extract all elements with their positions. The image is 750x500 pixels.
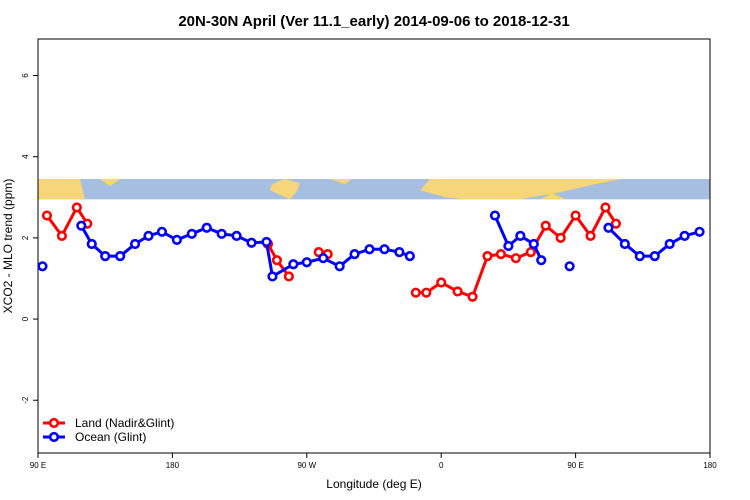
data-point — [288, 259, 299, 270]
data-point — [649, 251, 660, 262]
map-land-4 — [330, 179, 352, 185]
x-tick-label: 90 W — [297, 461, 316, 470]
map-ocean — [38, 179, 710, 200]
x-axis: 90 E 180 90 W 0 90 E 180 — [30, 453, 717, 470]
data-point — [600, 202, 611, 213]
map-land-2 — [420, 179, 622, 200]
series-1 — [37, 210, 705, 282]
x-tick-label: 180 — [703, 461, 717, 470]
y-tick-label: 6 — [21, 73, 30, 78]
legend-label: Land (Nadir&Glint) — [75, 416, 174, 430]
map-strip — [38, 179, 710, 200]
data-point — [129, 238, 141, 250]
data-point — [216, 228, 227, 239]
data-point — [528, 238, 539, 250]
data-point — [452, 286, 463, 297]
data-point — [76, 220, 87, 231]
data-point — [610, 218, 622, 229]
legend: Land (Nadir&Glint)Ocean (Glint) — [43, 416, 174, 444]
plot-frame — [37, 38, 711, 454]
data-point — [436, 277, 447, 288]
data-point — [86, 238, 97, 250]
data-point — [334, 261, 345, 272]
y-tick-label: -2 — [21, 396, 30, 404]
data-point — [37, 261, 48, 272]
series-layer — [37, 202, 705, 302]
series-line — [80, 224, 411, 278]
data-point — [467, 291, 478, 302]
map-land-0 — [38, 179, 85, 200]
y-tick-label: 0 — [21, 316, 30, 321]
data-point — [41, 210, 53, 221]
data-point — [503, 240, 514, 252]
data-point — [489, 210, 501, 221]
data-point — [515, 230, 526, 241]
data-point — [540, 220, 551, 231]
x-tick-label: 90 E — [30, 461, 46, 470]
data-point — [679, 230, 690, 241]
data-point — [536, 255, 547, 266]
x-axis-label: Longitude (deg E) — [326, 477, 421, 491]
data-point — [364, 244, 375, 255]
x-tick-label: 180 — [166, 461, 180, 470]
series-line — [45, 205, 89, 238]
data-point — [379, 244, 390, 255]
data-point — [115, 251, 126, 262]
data-point — [495, 249, 507, 260]
map-land-3 — [100, 179, 120, 187]
legend-marker — [48, 431, 60, 443]
data-point — [421, 287, 432, 298]
data-point — [318, 253, 329, 264]
data-point — [271, 255, 283, 266]
data-point — [555, 232, 566, 243]
y-tick-label: 4 — [21, 154, 30, 159]
y-tick-label: 2 — [21, 235, 30, 240]
data-point — [56, 230, 67, 241]
data-point — [404, 251, 415, 262]
data-point — [634, 251, 645, 262]
data-point — [394, 246, 405, 258]
data-point — [564, 261, 575, 272]
data-point — [283, 271, 294, 282]
data-point — [231, 230, 242, 241]
data-point — [143, 230, 154, 241]
series-0 — [41, 202, 622, 302]
data-point — [585, 230, 596, 241]
data-point — [261, 236, 272, 248]
data-point — [525, 246, 536, 258]
data-point — [410, 287, 421, 298]
data-point — [246, 237, 257, 248]
map-land-1 — [270, 179, 300, 200]
data-point — [301, 257, 312, 268]
data-point — [100, 251, 111, 262]
y-axis: -2 0 2 4 6 — [21, 73, 38, 404]
map-land-5 — [540, 193, 566, 200]
chart-title: 20N-30N April (Ver 11.1_early) 2014-09-0… — [178, 13, 569, 30]
data-point — [510, 253, 521, 264]
data-point — [694, 226, 705, 237]
data-point — [201, 222, 212, 233]
x-tick-label: 90 E — [567, 461, 583, 470]
data-point — [482, 251, 493, 262]
y-axis-label: XCO2 - MLO trend (ppm) — [1, 179, 15, 314]
data-point — [603, 222, 614, 233]
data-point — [619, 238, 630, 250]
data-point — [71, 202, 82, 213]
data-point — [349, 249, 360, 260]
data-point — [156, 226, 168, 237]
x-tick-label: 0 — [439, 461, 444, 470]
data-point — [570, 210, 581, 221]
legend-marker — [48, 417, 60, 429]
data-point — [267, 271, 278, 282]
data-point — [171, 234, 182, 246]
data-point — [186, 228, 197, 239]
data-point — [664, 238, 675, 250]
legend-label: Ocean (Glint) — [75, 430, 146, 444]
